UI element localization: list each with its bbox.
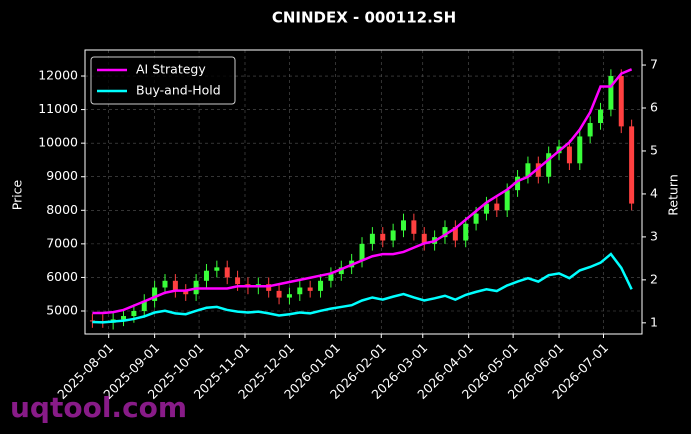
chart-title: CNINDEX - 000112.SH bbox=[272, 9, 456, 27]
candle-body bbox=[172, 280, 178, 291]
candle-body bbox=[525, 163, 531, 177]
y2-tick-label: 4 bbox=[650, 185, 658, 200]
candle-body bbox=[286, 294, 292, 298]
y-tick-label: 5000 bbox=[46, 303, 78, 318]
candle-body bbox=[307, 287, 313, 291]
return-line bbox=[92, 252, 633, 324]
candle-body bbox=[452, 227, 458, 241]
y2-tick-label: 5 bbox=[650, 142, 658, 157]
candle-body bbox=[598, 109, 604, 124]
watermark: uqtool.com bbox=[10, 391, 187, 424]
candle-body bbox=[183, 290, 189, 295]
y-tick-label: 11000 bbox=[38, 101, 78, 116]
y-tick-label: 6000 bbox=[46, 269, 78, 284]
candle-body bbox=[276, 290, 282, 298]
candle-body bbox=[390, 230, 396, 241]
candle-body bbox=[608, 76, 614, 110]
y2-tick-label: 6 bbox=[650, 100, 658, 115]
candle-body bbox=[297, 287, 303, 295]
candle-body bbox=[214, 267, 220, 271]
y-tick-label: 7000 bbox=[46, 235, 78, 250]
candle-body bbox=[504, 190, 510, 211]
candle-body bbox=[224, 267, 230, 278]
candle-body bbox=[494, 203, 500, 211]
candle-body bbox=[380, 233, 386, 241]
candle-body bbox=[203, 270, 209, 281]
candle-body bbox=[546, 153, 552, 177]
plot-frame bbox=[84, 49, 643, 335]
y2-tick-label: 2 bbox=[650, 271, 658, 286]
candle-body bbox=[577, 136, 583, 164]
candle-body bbox=[369, 233, 375, 244]
candle-body bbox=[141, 300, 147, 312]
candle-body bbox=[535, 163, 541, 177]
candle-body bbox=[359, 243, 365, 261]
y-axis-label: Price bbox=[10, 179, 25, 210]
candle-body bbox=[515, 176, 521, 191]
candle-body bbox=[483, 203, 489, 214]
candle-body bbox=[152, 287, 158, 301]
y-tick-label: 9000 bbox=[46, 168, 78, 183]
candle-body bbox=[473, 213, 479, 224]
candle-body bbox=[235, 277, 241, 285]
candle-body bbox=[400, 220, 406, 231]
legend-label: AI Strategy bbox=[136, 62, 206, 77]
candle-body bbox=[421, 233, 427, 244]
candle-body bbox=[131, 311, 137, 317]
candle-body bbox=[442, 227, 448, 238]
y2-tick-label: 3 bbox=[650, 228, 658, 243]
y-tick-label: 8000 bbox=[46, 202, 78, 217]
candle-body bbox=[629, 126, 635, 204]
y2-tick-label: 7 bbox=[650, 57, 658, 72]
candle-body bbox=[121, 316, 127, 320]
candle-body bbox=[318, 280, 324, 291]
candle-body bbox=[566, 146, 572, 164]
candle-body bbox=[338, 267, 344, 275]
legend-label: Buy-and-Hold bbox=[136, 83, 221, 98]
candle-body bbox=[618, 76, 624, 127]
y2-tick-label: 1 bbox=[650, 314, 658, 329]
candle-body bbox=[411, 220, 417, 234]
y2-axis-label: Return bbox=[666, 174, 681, 215]
candle-body bbox=[463, 223, 469, 241]
y-tick-label: 12000 bbox=[38, 68, 78, 83]
return-line bbox=[92, 68, 633, 315]
candle-body bbox=[587, 123, 593, 137]
candle-body bbox=[89, 320, 95, 322]
y-tick-label: 10000 bbox=[38, 135, 78, 150]
candle-body bbox=[162, 280, 168, 288]
candle-body bbox=[328, 274, 334, 281]
